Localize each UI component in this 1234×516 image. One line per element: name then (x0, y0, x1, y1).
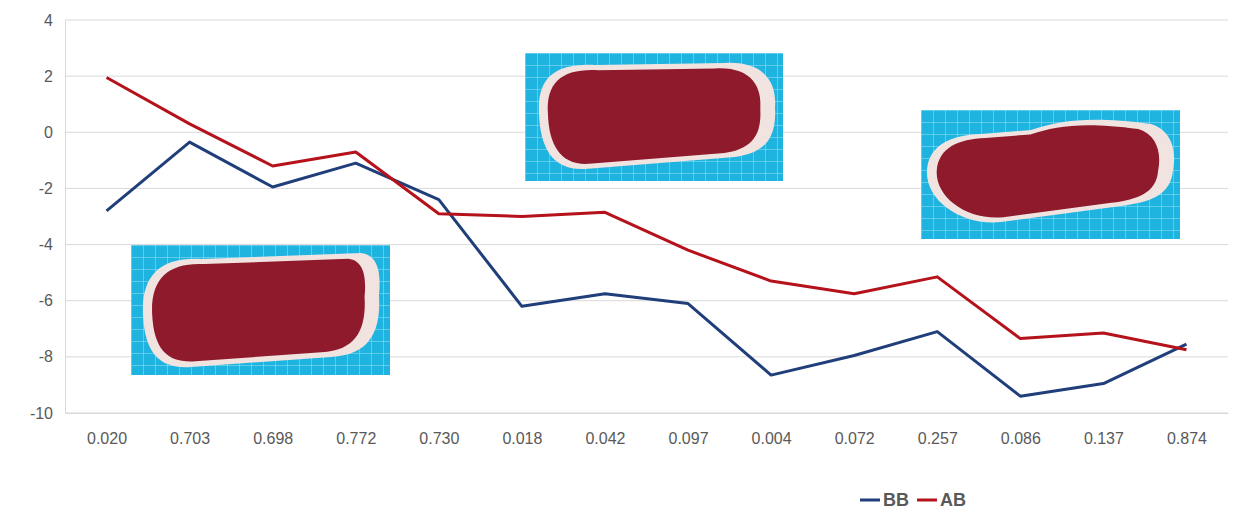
photo-background (131, 245, 390, 375)
x-tick: 0.086 (1001, 413, 1041, 447)
steak-fat (539, 63, 775, 169)
legend-swatch (860, 499, 880, 502)
x-axis-line (66, 413, 1229, 414)
legend: BB AB (860, 490, 966, 510)
y-tick: 4 (44, 12, 65, 29)
x-tick-label: 0.137 (1084, 430, 1124, 447)
grid-line (65, 244, 1228, 245)
y-tick-label: 4 (44, 12, 53, 29)
x-axis: 0.020 0.703 0.698 0.772 0.730 0.018 0.042 0.097… (66, 413, 1229, 447)
x-tick-label: 0.086 (1001, 430, 1041, 447)
grid (65, 20, 1228, 413)
x-tick: 0.042 (585, 413, 625, 447)
steak-meat (548, 68, 761, 164)
x-tick: 0.137 (1084, 413, 1124, 447)
y-tick-label: -2 (39, 180, 53, 197)
x-tick: 0.097 (669, 413, 709, 447)
y-tick: -6 (39, 292, 65, 309)
legend-label: AB (940, 490, 966, 510)
y-axis: -10 -8 -6 -4 -2 0 2 4 (30, 12, 66, 422)
x-tick-label: 0.018 (502, 430, 542, 447)
x-tick: 0.703 (170, 413, 210, 447)
legend-label: BB (883, 490, 909, 510)
y-tick-label: -8 (39, 348, 53, 365)
photo-background (525, 53, 783, 181)
x-tick-label: 0.874 (1167, 430, 1207, 447)
series-line (107, 142, 1187, 396)
x-tick-label: 0.042 (585, 430, 625, 447)
legend-item: BB (860, 490, 909, 510)
x-tick: 0.772 (336, 413, 376, 447)
steak-photo (525, 53, 783, 181)
steak-meat (937, 125, 1160, 217)
x-tick-label: 0.020 (87, 430, 127, 447)
x-tick-label: 0.698 (253, 430, 293, 447)
lines (107, 78, 1187, 397)
steak-fat (143, 253, 380, 367)
y-tick: 0 (44, 124, 65, 141)
x-tick-label: 0.772 (336, 430, 376, 447)
x-tick-label: 0.730 (419, 430, 459, 447)
x-tick: 0.020 (87, 413, 127, 447)
x-tick: 0.004 (752, 413, 792, 447)
x-tick-label: 0.703 (170, 430, 210, 447)
y-tick: -10 (30, 405, 65, 422)
y-axis-line (65, 21, 66, 414)
steak-photo (921, 110, 1180, 239)
y-tick-label: 0 (44, 124, 53, 141)
y-tick: -2 (39, 180, 65, 197)
grid-line (65, 20, 1228, 21)
chart: -10-8-6-4-20240.0200.7030.6980.7720.7300… (0, 0, 1234, 516)
x-tick-label: 0.257 (918, 430, 958, 447)
x-tick: 0.730 (419, 413, 459, 447)
x-tick-label: 0.004 (752, 430, 792, 447)
y-tick-label: 2 (44, 68, 53, 85)
x-tick: 0.018 (502, 413, 542, 447)
y-tick-label: -10 (30, 405, 53, 422)
photo-background (921, 110, 1180, 239)
y-tick-label: -6 (39, 292, 53, 309)
x-tick-label: 0.072 (835, 430, 875, 447)
y-tick: -8 (39, 348, 65, 365)
grid-line (65, 413, 1228, 414)
x-tick: 0.257 (918, 413, 958, 447)
y-tick: 2 (44, 68, 65, 85)
y-tick-label: -4 (39, 236, 53, 253)
legend-swatch (917, 499, 937, 502)
steak-fat (927, 120, 1174, 223)
x-tick: 0.698 (253, 413, 293, 447)
series-line (107, 78, 1187, 350)
legend-item: AB (917, 490, 966, 510)
steak-meat (152, 259, 365, 362)
x-tick: 0.874 (1167, 413, 1207, 447)
y-tick: -4 (39, 236, 65, 253)
x-tick-label: 0.097 (669, 430, 709, 447)
x-tick: 0.072 (835, 413, 875, 447)
steak-photo (131, 245, 390, 375)
photos (131, 53, 1180, 375)
